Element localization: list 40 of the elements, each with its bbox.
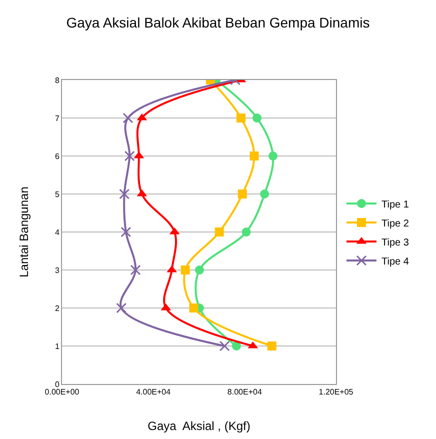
point (268, 152, 278, 160)
legend-label: Tipe 4 (381, 256, 410, 268)
y-tick-label: 0 (54, 380, 60, 389)
y-tick-label: 2 (54, 304, 60, 313)
point (124, 150, 135, 162)
legend-label: Tipe 2 (381, 218, 410, 230)
point (122, 112, 134, 124)
x-tick-label: 0.00E+00 (44, 388, 80, 397)
y-tick-label: 4 (54, 228, 60, 237)
point (250, 152, 259, 160)
y-tick-label: 7 (54, 114, 60, 123)
point (180, 266, 190, 274)
y-tick-label: 5 (54, 190, 60, 199)
point (194, 266, 204, 274)
point (242, 228, 251, 236)
x-tick-label: 8.00E+04 (227, 388, 262, 397)
point (260, 190, 270, 198)
point (252, 114, 262, 122)
point (232, 342, 241, 350)
legend-label: Tipe 3 (381, 237, 410, 248)
point (189, 304, 198, 312)
chart-title: Gaya Aksial Balok Akibat Beban Gempa Dinamis (66, 14, 370, 30)
y-axis-title: Lantai Bangunan (17, 186, 31, 278)
point (267, 342, 276, 350)
point (119, 188, 130, 200)
point (130, 264, 141, 276)
y-tick-label: 3 (54, 266, 60, 275)
x-tick-label: 1.20E+05 (318, 388, 354, 397)
point (116, 302, 127, 314)
point (214, 228, 224, 236)
y-tick-label: 6 (54, 152, 60, 161)
point (219, 340, 230, 352)
legend-label: Tipe 1 (381, 199, 410, 210)
point (120, 226, 132, 238)
x-axis-title: Gaya Aksial , (Kgf) (148, 419, 250, 433)
x-tick-label: 4.00E+04 (136, 388, 172, 397)
y-tick-label: 1 (54, 342, 60, 351)
point (236, 114, 246, 122)
point (238, 190, 247, 198)
y-tick-label: 8 (54, 76, 60, 85)
